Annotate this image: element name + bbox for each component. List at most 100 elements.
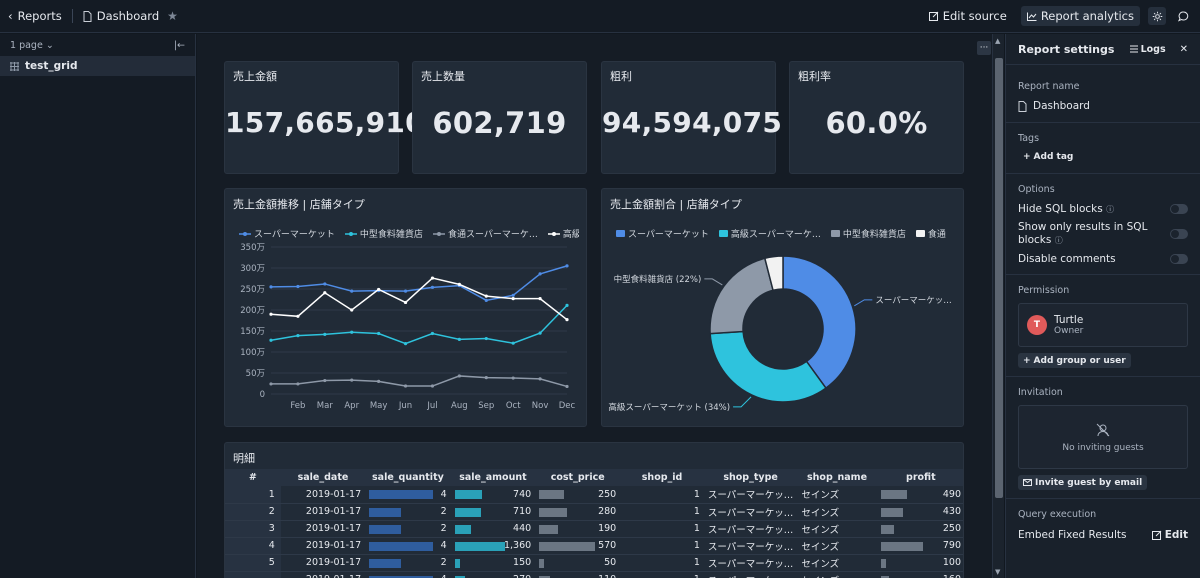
legend-item[interactable]: スーパーマーケット	[239, 227, 335, 240]
bar-cell[interactable]: 250	[876, 520, 963, 538]
comments-button[interactable]	[1174, 7, 1192, 25]
column-header[interactable]: shop_name	[797, 469, 877, 486]
kpi-card-sales-amount[interactable]: 売上金額 157,665,910	[224, 61, 425, 174]
bar-cell[interactable]: 2	[365, 520, 451, 538]
data-point[interactable]	[296, 314, 300, 318]
legend-item[interactable]: 中型食料雑貨店	[344, 227, 423, 240]
data-point[interactable]	[269, 312, 273, 316]
bar-cell[interactable]: 4	[365, 486, 451, 504]
column-header[interactable]: sale_amount	[450, 469, 536, 486]
table-cell[interactable]: 2019-01-17	[280, 571, 366, 578]
table-cell[interactable]: 3	[225, 520, 281, 538]
kpi-card-gross-margin[interactable]: 粗利率 60.0%	[789, 61, 964, 174]
bar-cell[interactable]: 160	[876, 571, 963, 578]
table-cell[interactable]: 5	[225, 554, 281, 572]
data-point[interactable]	[323, 332, 327, 336]
table-cell[interactable]: セインズ	[797, 554, 877, 572]
table-cell[interactable]: 1	[620, 537, 704, 555]
data-point[interactable]	[565, 303, 569, 307]
data-point[interactable]	[565, 318, 569, 322]
bar-cell[interactable]: 4	[365, 537, 451, 555]
sidebar-item-test-grid[interactable]: test_grid	[0, 56, 195, 76]
hide-sql-toggle[interactable]	[1170, 203, 1188, 214]
data-point[interactable]	[403, 300, 408, 305]
legend-item[interactable]: 食通ス	[915, 227, 946, 240]
data-point[interactable]	[323, 282, 327, 286]
data-point[interactable]	[538, 297, 542, 301]
donut-chart-card[interactable]: 売上金額割合 | 店舗タイプ スーパーマーケット 高級スーパーマーケ… 中型食料雑貨…	[601, 188, 964, 427]
data-point[interactable]	[511, 341, 515, 345]
star-icon[interactable]: ★	[167, 9, 178, 23]
bar-cell[interactable]: 50	[535, 554, 621, 572]
donut-slice[interactable]	[709, 257, 774, 335]
detail-table-card[interactable]: 明細 # sale_date sale_quantity sale_amount cos…	[224, 442, 964, 578]
bar-cell[interactable]: 2	[365, 554, 451, 572]
data-point[interactable]	[269, 382, 273, 386]
add-tag-button[interactable]: + Add tag	[1023, 152, 1074, 162]
data-point[interactable]	[511, 376, 515, 380]
bar-cell[interactable]: 110	[535, 571, 621, 578]
data-point[interactable]	[350, 308, 354, 312]
bar-cell[interactable]: 710	[450, 503, 536, 521]
data-point[interactable]	[565, 264, 569, 268]
data-point[interactable]	[377, 287, 381, 292]
bar-cell[interactable]: 100	[876, 554, 963, 572]
scroll-up-icon[interactable]: ▲	[995, 37, 1001, 45]
bar-cell[interactable]: 440	[450, 520, 536, 538]
bar-cell[interactable]: 270	[450, 571, 536, 578]
add-group-button[interactable]: + Add group or user	[1018, 353, 1131, 368]
table-cell[interactable]: 2	[225, 503, 281, 521]
column-header[interactable]: profit	[876, 469, 963, 486]
legend-item[interactable]: 高級ス	[547, 227, 579, 240]
data-point[interactable]	[296, 284, 300, 289]
table-cell[interactable]: 2019-01-17	[280, 520, 366, 538]
bar-cell[interactable]: 570	[535, 537, 621, 555]
bar-cell[interactable]: 790	[876, 537, 963, 555]
edit-source-button[interactable]: Edit source	[923, 6, 1013, 26]
legend-item[interactable]: 食通スーパーマーケ…	[432, 227, 538, 240]
edit-button[interactable]: Edit	[1151, 529, 1188, 541]
table-cell[interactable]: セインズ	[797, 486, 877, 504]
table-row[interactable]: 2 2019-01-17 2 710 280 1 スーパーマーケッ… セインズ 430	[225, 503, 963, 521]
data-point[interactable]	[484, 376, 488, 380]
table-cell[interactable]: セインズ	[797, 537, 877, 555]
disable-comments-toggle[interactable]	[1170, 253, 1188, 264]
column-header[interactable]: sale_date	[280, 469, 366, 486]
series-line[interactable]	[270, 277, 568, 321]
bar-cell[interactable]: 280	[535, 503, 621, 521]
data-point[interactable]	[511, 293, 515, 297]
table-cell[interactable]: 2019-01-17	[280, 503, 366, 521]
invite-guest-button[interactable]: Invite guest by email	[1018, 475, 1148, 490]
table-cell[interactable]	[225, 571, 281, 578]
table-row[interactable]: 1 2019-01-17 4 740 250 1 スーパーマーケッ… セインズ 490	[225, 486, 963, 504]
series-line[interactable]	[270, 265, 568, 302]
table-cell[interactable]: 1	[620, 571, 704, 578]
column-header[interactable]: shop_type	[703, 469, 798, 486]
table-cell[interactable]: 2019-01-17	[280, 537, 366, 555]
data-point[interactable]	[350, 289, 354, 293]
data-point[interactable]	[457, 337, 461, 341]
bar-cell[interactable]: 190	[535, 520, 621, 538]
table-cell[interactable]: スーパーマーケッ…	[703, 520, 798, 538]
column-header[interactable]: cost_price	[535, 469, 621, 486]
more-options-button[interactable]: ···	[977, 41, 991, 55]
table-row[interactable]: 5 2019-01-17 2 150 50 1 スーパーマーケッ… セインズ 100	[225, 554, 963, 572]
data-point[interactable]	[296, 334, 300, 338]
data-point[interactable]	[323, 291, 327, 295]
kpi-card-gross-profit[interactable]: 粗利 94,594,075	[601, 61, 782, 174]
table-cell[interactable]: セインズ	[797, 571, 877, 578]
table-cell[interactable]: スーパーマーケッ…	[703, 571, 798, 578]
bar-cell[interactable]: 150	[450, 554, 536, 572]
table-cell[interactable]: セインズ	[797, 520, 877, 538]
table-cell[interactable]: 1	[620, 554, 704, 572]
data-point[interactable]	[430, 331, 435, 336]
data-point[interactable]	[511, 297, 515, 301]
data-point[interactable]	[377, 379, 381, 383]
data-point[interactable]	[484, 298, 488, 302]
report-analytics-button[interactable]: Report analytics	[1020, 6, 1140, 26]
bar-cell[interactable]: 1,360	[450, 537, 536, 555]
donut-slice[interactable]	[763, 255, 784, 292]
table-cell[interactable]: 2019-01-17	[280, 554, 366, 572]
logs-button[interactable]: Logs	[1129, 44, 1166, 55]
data-point[interactable]	[296, 382, 300, 386]
